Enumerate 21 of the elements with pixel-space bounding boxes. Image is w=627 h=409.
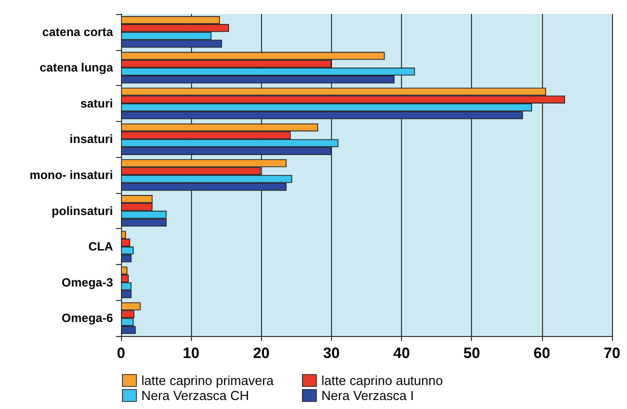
y-tick-label: saturi (80, 96, 113, 110)
y-tick-label: mono- insaturi (30, 168, 113, 182)
y-tick-label: catena corta (42, 24, 114, 39)
x-tick-label: 70 (604, 345, 620, 362)
legend-label: Nera Verzasca I (321, 388, 414, 403)
legend-label: latte caprino primavera (141, 373, 274, 388)
y-tick-label: polinsaturi (52, 204, 113, 218)
legend-label: latte caprino autunno (321, 373, 443, 388)
y-tick-label: catena lunga (40, 60, 114, 75)
y-tick-label: CLA (88, 240, 114, 254)
x-tick-label: 30 (323, 345, 340, 362)
x-tick-label: 60 (534, 345, 550, 362)
y-tick-label: Omega-3 (62, 275, 114, 290)
legend-label: Nera Verzasca CH (141, 388, 250, 403)
x-tick-label: 0 (116, 345, 126, 362)
y-tick-label: Omega-6 (62, 311, 114, 326)
x-tick-label: 20 (252, 345, 270, 362)
y-tick-label: insaturi (70, 132, 113, 146)
x-tick-label: 50 (463, 345, 480, 362)
x-tick-label: 10 (182, 345, 200, 362)
x-tick-label: 40 (393, 345, 410, 362)
